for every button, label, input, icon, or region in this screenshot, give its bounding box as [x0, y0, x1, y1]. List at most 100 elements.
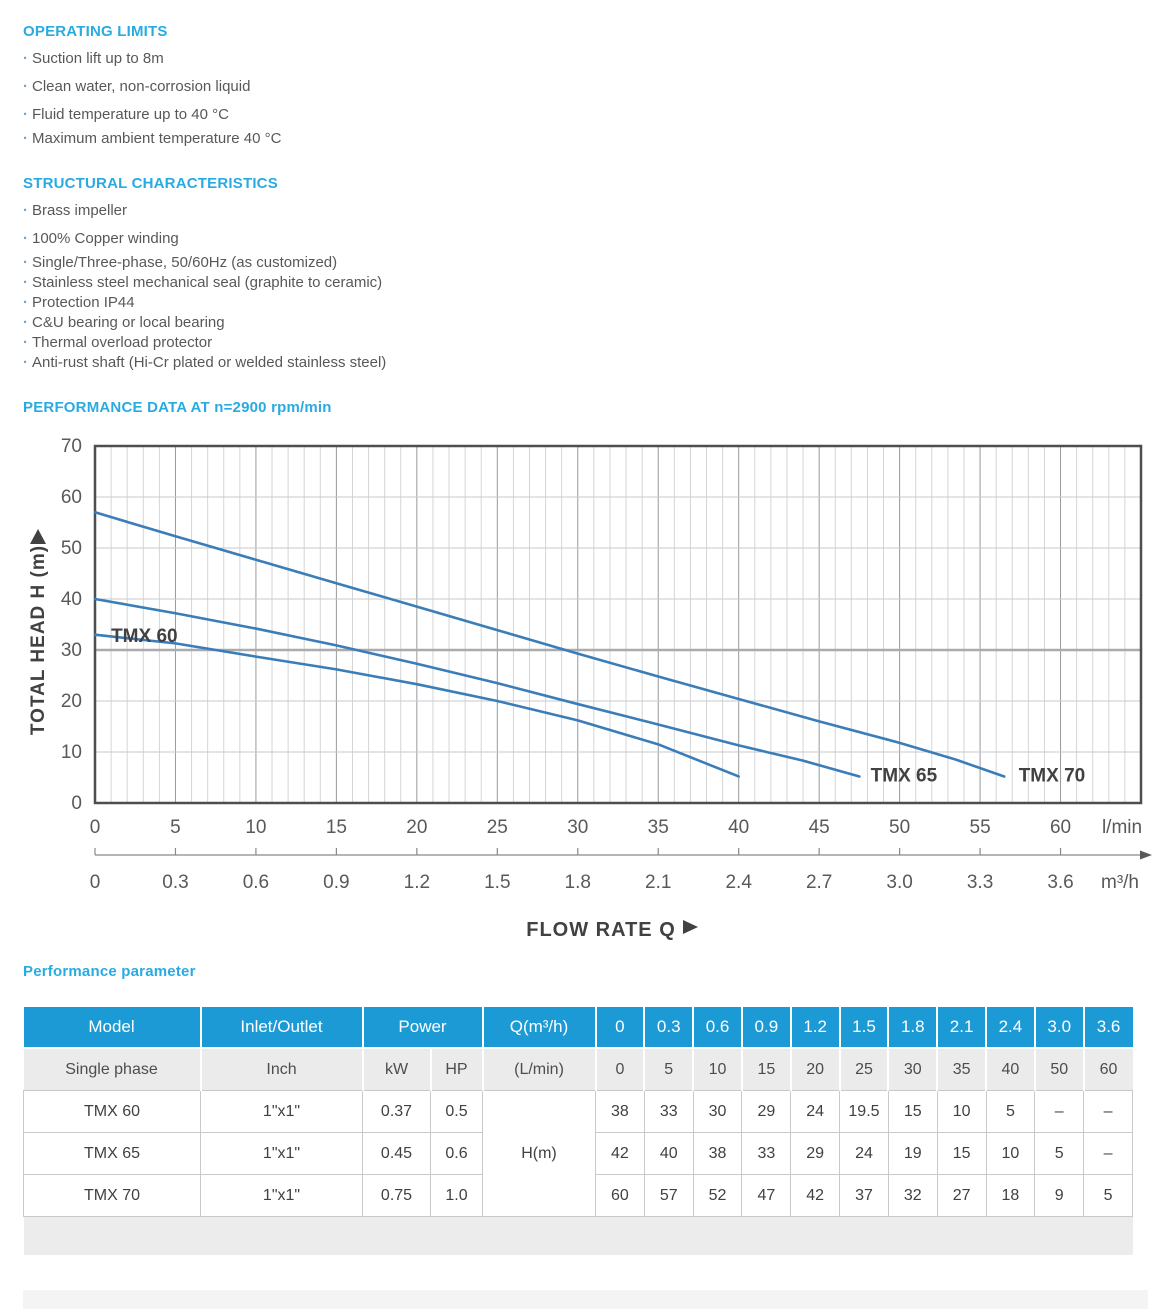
header-flow-m3h: 2.4 [985, 1007, 1035, 1048]
header-flow-m3h: 1.8 [887, 1007, 938, 1048]
performance-chart: 0 10 20 30 40 50 60 70 0 5 10 15 20 25 30 35 40 45 50 55 60 l… [28, 436, 1152, 941]
svg-text:1.8: 1.8 [565, 872, 591, 893]
subheader-hp: HP [429, 1047, 483, 1091]
cell-h-value: 10 [985, 1132, 1035, 1175]
cell-h-value: 42 [595, 1132, 645, 1175]
svg-text:60: 60 [61, 487, 82, 508]
table-row-tmx-60: TMX 60 1"x1" 0.37 0.5 H(m) 38 33 30 29 24 19.5 15 10… [23, 1090, 1133, 1217]
bullet-item: Clean water, non-corrosion liquid [23, 79, 281, 95]
svg-text:5: 5 [170, 817, 181, 838]
bullet-text: C&U bearing or local bearing [32, 314, 225, 331]
bullet-dot-icon [23, 79, 32, 95]
cell-h-value: 38 [595, 1090, 645, 1133]
svg-text:35: 35 [648, 817, 669, 838]
performance-table: Model Inlet/Outlet Power Q(m³/h) 0 0.3 0.6 0.9 1… [23, 1007, 1133, 1255]
svg-text:2.4: 2.4 [725, 872, 752, 893]
svg-text:0: 0 [90, 817, 101, 838]
curve-tmx-60 [93, 633, 740, 778]
svg-text:0: 0 [90, 872, 101, 893]
cell-h-value: 15 [936, 1132, 986, 1175]
bullet-text: Maximum ambient temperature 40 °C [32, 130, 282, 147]
curve-label-tmx-65: TMX 65 [871, 766, 938, 787]
subheader-flow-lmin: 40 [985, 1047, 1035, 1091]
performance-parameter-table-wrap: Model Inlet/Outlet Power Q(m³/h) 0 0.3 0.6 0.9 1… [23, 1007, 1133, 1255]
cell-hp: 1.0 [430, 1174, 483, 1217]
bullet-text: Fluid temperature up to 40 °C [32, 106, 229, 123]
flow-rate-arrow-icon [683, 920, 698, 934]
header-power: Power [361, 1007, 483, 1048]
bullet-dot-icon [23, 107, 32, 123]
subheader-lmin: (L/min) [481, 1047, 596, 1091]
subheader-flow-lmin: 0 [594, 1047, 645, 1091]
header-flow-m3h: 3.0 [1033, 1007, 1084, 1048]
subheader-flow-lmin: 35 [936, 1047, 986, 1091]
table-subheader-row: Single phase Inch kW HP (L/min) 0 5 10 15 20 25 30 3… [23, 1047, 1133, 1091]
cell-h-value: 10 [936, 1090, 986, 1133]
header-flow-m3h: 1.5 [838, 1007, 889, 1048]
cell-h-value: 9 [1034, 1174, 1084, 1217]
x-axis-lmin-ticks: 0 5 10 15 20 25 30 35 40 45 50 55 60 [90, 817, 1071, 838]
cell-h-value: 5 [1034, 1132, 1084, 1175]
bullet-item: Thermal overload protector [23, 335, 386, 351]
svg-text:2.7: 2.7 [806, 872, 832, 893]
cell-hp: 0.5 [430, 1090, 483, 1133]
svg-text:25: 25 [487, 817, 508, 838]
table-row-tmx-70: TMX 70 1"x1" 0.75 1.0 60 57 52 47 42 37 32 27 18 9 5 [23, 1174, 1133, 1217]
bottom-band [23, 1290, 1148, 1309]
bullet-item: Suction lift up to 8m [23, 51, 281, 67]
subheader-flow-lmin: 20 [789, 1047, 840, 1091]
cell-inlet-outlet: 1"x1" [200, 1132, 363, 1175]
cell-h-value: 18 [985, 1174, 1035, 1217]
bullet-dot-icon [23, 295, 32, 311]
svg-text:40: 40 [61, 589, 82, 610]
bullet-text: Clean water, non-corrosion liquid [32, 78, 251, 95]
cell-h-value: 27 [936, 1174, 986, 1217]
table-header-row: Model Inlet/Outlet Power Q(m³/h) 0 0.3 0.6 0.9 1… [23, 1007, 1133, 1048]
operating-limits-list: Suction lift up to 8m Clean water, non-co… [23, 51, 281, 147]
curve-label-tmx-60: TMX 60 [111, 626, 178, 647]
bullet-text: Suction lift up to 8m [32, 50, 164, 67]
table-row-tmx-65: TMX 65 1"x1" 0.45 0.6 42 40 38 33 29 24 19 15 10 5– [23, 1132, 1133, 1175]
cell-h-value: 42 [790, 1174, 840, 1217]
svg-text:0.9: 0.9 [323, 872, 349, 893]
subheader-kw: kW [361, 1047, 431, 1091]
header-flow-m3h: 1.2 [789, 1007, 840, 1048]
header-model: Model [23, 1007, 201, 1048]
header-inlet-outlet: Inlet/Outlet [199, 1007, 363, 1048]
cell-h-value: 52 [692, 1174, 742, 1217]
table-footer-cell [23, 1216, 1133, 1255]
cell-h-value: 5 [985, 1090, 1035, 1133]
cell-model: TMX 60 [23, 1090, 201, 1133]
curve-tmx-65 [93, 597, 861, 778]
subheader-flow-lmin: 30 [887, 1047, 938, 1091]
bullet-item: Single/Three-phase, 50/60Hz (as customiz… [23, 255, 386, 271]
bullet-dot-icon [23, 355, 32, 371]
operating-limits-title: OPERATING LIMITS [23, 23, 168, 40]
performance-parameter-title: Performance parameter [23, 963, 196, 980]
bullet-text: Single/Three-phase, 50/60Hz (as customiz… [32, 254, 338, 271]
flow-axis-arrow-icon [1140, 850, 1152, 860]
cell-kw: 0.45 [362, 1132, 431, 1175]
cell-h-label: H(m) [482, 1090, 596, 1217]
svg-text:15: 15 [326, 817, 347, 838]
cell-h-value: 30 [692, 1090, 742, 1133]
header-flow-m3h: 0.9 [740, 1007, 791, 1048]
cell-inlet-outlet: 1"x1" [200, 1090, 363, 1133]
svg-text:10: 10 [61, 742, 82, 763]
curve-tmx-70 [93, 511, 1006, 778]
subheader-flow-lmin: 10 [692, 1047, 742, 1091]
x-axis-unit-lmin: l/min [1102, 817, 1142, 838]
cell-h-value: 33 [741, 1132, 791, 1175]
flow-rate-caption: FLOW RATE Q [526, 919, 676, 941]
cell-h-value: – [1083, 1132, 1133, 1175]
bullet-text: Brass impeller [32, 202, 128, 219]
subheader-single-phase: Single phase [23, 1047, 201, 1091]
cell-h-value: 38 [692, 1132, 742, 1175]
cell-h-value: 29 [790, 1132, 840, 1175]
cell-kw: 0.37 [362, 1090, 431, 1133]
bullet-item: 100% Copper winding [23, 231, 386, 247]
cell-h-value: 33 [643, 1090, 694, 1133]
svg-text:0.6: 0.6 [243, 872, 269, 893]
bullet-dot-icon [23, 255, 32, 271]
chart-gridlines [95, 446, 1141, 803]
